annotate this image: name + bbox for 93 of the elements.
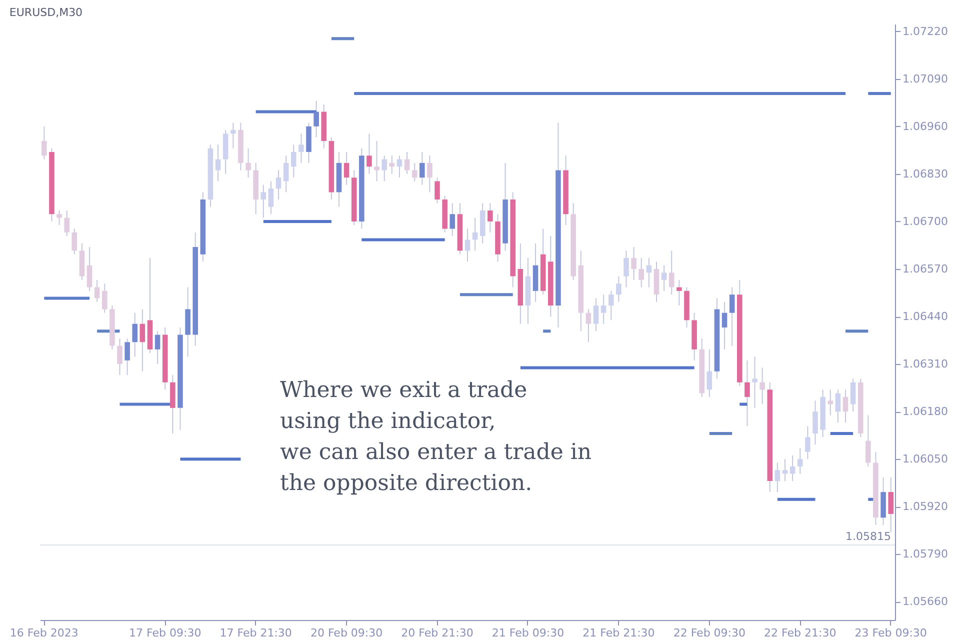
candlestick xyxy=(276,170,282,200)
candlestick xyxy=(154,330,160,365)
candlestick xyxy=(638,258,644,288)
x-tick-label: 22 Feb 09:30 xyxy=(673,626,746,640)
candlestick xyxy=(706,348,712,398)
candlestick xyxy=(488,202,493,233)
candlestick xyxy=(774,462,780,493)
candlestick xyxy=(389,155,395,174)
candlestick xyxy=(140,308,146,372)
candlestick xyxy=(246,148,251,178)
candlestick xyxy=(797,448,803,474)
x-tick-label: 22 Feb 21:30 xyxy=(764,626,836,640)
ref-line-label: 1.05815 xyxy=(846,530,891,544)
candlestick xyxy=(805,426,810,460)
candlestick xyxy=(314,100,319,138)
annotation: Where we exit a trade using the indicator, we can also enter a trade in the opposite direction. xyxy=(280,378,592,496)
candlestick xyxy=(56,210,62,226)
candlestick xyxy=(260,184,266,218)
candlestick xyxy=(412,162,418,182)
candlestick xyxy=(268,180,274,215)
candlestick xyxy=(646,258,652,288)
candlestick xyxy=(616,276,622,302)
candlestick xyxy=(593,298,599,332)
candlestick xyxy=(215,144,221,182)
candlestick xyxy=(624,250,629,288)
candlestick xyxy=(230,122,236,149)
chart-title: EURUSD,M30 xyxy=(9,6,83,19)
candlestick xyxy=(117,338,122,376)
candlestick xyxy=(72,228,78,255)
x-tick-label: 21 Feb 09:30 xyxy=(492,626,564,640)
candlestick xyxy=(298,133,304,164)
y-tick-label: 1.06830 xyxy=(902,167,948,180)
candlestick xyxy=(631,246,636,280)
candlestick xyxy=(396,155,402,178)
x-tick-label: 20 Feb 21:30 xyxy=(401,626,474,640)
y-tick-label: 1.06440 xyxy=(902,310,948,324)
y-tick-label: 1.06310 xyxy=(902,358,948,371)
candlestick xyxy=(722,301,728,350)
candlestick xyxy=(752,356,758,408)
candlestick xyxy=(586,308,592,343)
y-tick-label: 1.05920 xyxy=(902,500,948,514)
candlestick xyxy=(427,155,432,193)
candlestick xyxy=(676,279,682,306)
candlestick xyxy=(102,283,108,314)
y-tick-label: 1.06570 xyxy=(902,262,948,276)
x-tick-label: 17 Feb 21:30 xyxy=(220,626,292,640)
candlestick xyxy=(132,312,138,358)
candlestick xyxy=(434,177,440,204)
y-tick-label: 1.05790 xyxy=(902,548,948,561)
candlestick xyxy=(290,144,296,178)
x-tick-label: 23 Feb 09:30 xyxy=(854,626,927,640)
candlestick xyxy=(94,279,100,302)
y-tick-label: 1.07090 xyxy=(902,72,948,86)
candlestick xyxy=(760,367,765,405)
y-tick-label: 1.06960 xyxy=(902,120,948,133)
x-tick-label: 20 Feb 09:30 xyxy=(310,626,383,640)
candlestick xyxy=(744,360,750,427)
candlestick xyxy=(450,202,456,237)
y-tick-label: 1.06180 xyxy=(902,405,948,418)
candlestick xyxy=(729,286,735,346)
candlestick xyxy=(661,264,667,292)
y-tick-label: 1.05660 xyxy=(902,595,948,608)
candlestick xyxy=(828,389,834,416)
y-tick-label: 1.06700 xyxy=(902,214,948,228)
candlestick xyxy=(344,151,350,186)
candlestick xyxy=(404,151,410,174)
candlestick xyxy=(366,133,372,174)
y-tick-label: 1.07220 xyxy=(902,24,948,38)
candlestick xyxy=(866,414,871,467)
candlestick xyxy=(64,210,70,237)
candlestick xyxy=(374,140,380,182)
candlestick xyxy=(790,454,796,482)
candlestick xyxy=(850,378,856,412)
candlestick xyxy=(668,250,674,296)
candlestick xyxy=(472,217,478,252)
candlestick xyxy=(124,338,130,376)
candlestick xyxy=(419,151,425,186)
candlestick xyxy=(86,246,92,292)
candlestick xyxy=(812,400,818,445)
candlestick xyxy=(842,389,848,424)
y-tick-label: 1.06050 xyxy=(902,452,948,466)
x-tick-label: 21 Feb 21:30 xyxy=(582,626,655,640)
candlestick xyxy=(42,126,47,160)
candlestick xyxy=(888,476,894,533)
candlestick xyxy=(464,228,470,262)
candlestick xyxy=(283,155,289,193)
candlestick xyxy=(600,294,606,324)
candlestick xyxy=(782,458,788,482)
x-tick-label: 17 Feb 09:30 xyxy=(129,626,202,640)
candlestick xyxy=(382,155,387,182)
candlestick xyxy=(608,290,614,321)
x-tick-label: 16 Feb 2023 xyxy=(10,626,78,640)
candlestick xyxy=(835,389,841,424)
